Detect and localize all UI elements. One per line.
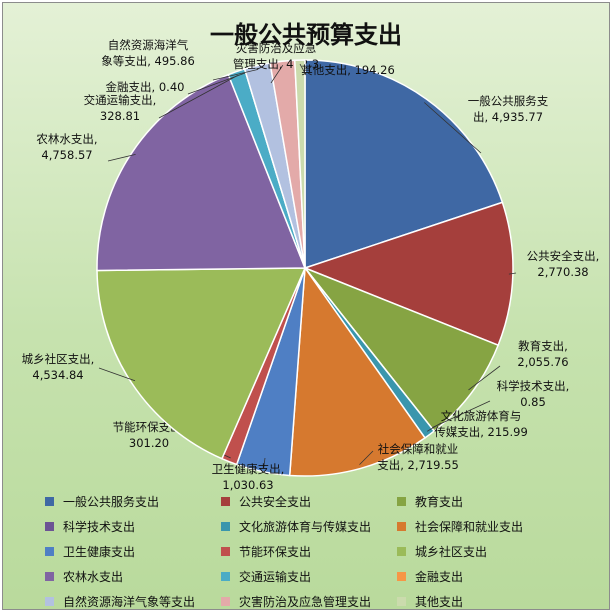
- legend-label: 科学技术支出: [63, 520, 136, 534]
- legend-swatch: [397, 522, 406, 531]
- legend-swatch: [397, 547, 406, 556]
- leader-line: [426, 422, 442, 432]
- leader-line: [508, 272, 517, 275]
- pie-chart: 一般公共服务支出, 4,935.77 公共安全支出, 2,770.38 教育支出, 2,…: [22, 38, 600, 492]
- legend-label: 公共安全支出: [239, 495, 312, 509]
- legend-swatch: [221, 597, 230, 606]
- legend-label: 交通运输支出: [239, 570, 312, 584]
- legend-label: 社会保障和就业支出: [415, 520, 524, 534]
- leader-line: [98, 367, 136, 382]
- legend-label: 其他支出: [415, 595, 464, 609]
- leader-line: [359, 450, 374, 465]
- data-label: 其他支出, 194.26: [301, 63, 395, 77]
- legend-label: 节能环保支出: [239, 545, 312, 559]
- legend-label: 文化旅游体育与传媒支出: [239, 520, 372, 534]
- data-label: 自然资源海洋气象等支出, 495.86: [101, 38, 195, 68]
- legend-item: 一般公共服务支出: [45, 493, 221, 510]
- legend-item: 文化旅游体育与传媒支出: [221, 518, 397, 535]
- legend-item: 节能环保支出: [221, 543, 397, 560]
- legend-item: 城乡社区支出: [397, 543, 597, 560]
- leader-line: [158, 75, 238, 119]
- data-label: 卫生健康支出, 1,030.63: [212, 462, 285, 492]
- legend-item: 金融支出: [397, 568, 597, 585]
- legend-item: 自然资源海洋气象等支出: [45, 593, 221, 610]
- legend-item: 其他支出: [397, 593, 597, 610]
- legend-swatch: [221, 547, 230, 556]
- legend-item: 农林水支出: [45, 568, 221, 585]
- data-label: 科学技术支出, 0.85: [497, 379, 570, 409]
- legend-label: 灾害防治及应急管理支出: [239, 595, 372, 609]
- chart-title: 一般公共预算支出: [210, 21, 402, 49]
- legend-item: 公共安全支出: [221, 493, 397, 510]
- leader-line: [107, 154, 136, 162]
- legend-item: 科学技术支出: [45, 518, 221, 535]
- legend-swatch: [45, 522, 54, 531]
- data-label: 交通运输支出, 328.81: [84, 93, 157, 123]
- data-label: 一般公共服务支出, 4,935.77: [468, 94, 549, 124]
- legend-swatch: [397, 497, 406, 506]
- legend-swatch: [397, 572, 406, 581]
- legend-item: 教育支出: [397, 493, 597, 510]
- legend-item: 卫生健康支出: [45, 543, 221, 560]
- legend-label: 教育支出: [415, 495, 464, 509]
- pie-slice: [302, 266, 500, 433]
- pie-slice: [96, 73, 307, 272]
- legend-swatch: [221, 572, 230, 581]
- leader-line: [270, 64, 284, 84]
- legend-label: 城乡社区支出: [415, 545, 488, 559]
- legend-swatch: [45, 572, 54, 581]
- leader-line: [187, 72, 246, 95]
- pie-slice: [288, 265, 427, 477]
- data-label: 城乡社区支出, 4,534.84: [22, 352, 95, 382]
- pie-slice: [293, 59, 306, 269]
- pie-slice: [302, 201, 514, 347]
- legend-swatch: [397, 597, 406, 606]
- leader-line: [263, 457, 266, 468]
- legend-swatch: [45, 597, 54, 606]
- legend-item: 灾害防治及应急管理支出: [221, 593, 397, 610]
- leader-line: [424, 102, 482, 154]
- data-label: 社会保障和就业支出, 2,719.55: [377, 442, 459, 472]
- leader-line: [468, 365, 501, 391]
- leader-line: [299, 63, 307, 76]
- legend-label: 金融支出: [415, 570, 464, 584]
- legend-swatch: [45, 497, 54, 506]
- data-label: 公共安全支出, 2,770.38: [527, 249, 600, 279]
- data-label: 金融支出, 0.40: [106, 80, 185, 94]
- legend-item: 交通运输支出: [221, 568, 397, 585]
- legend-label: 卫生健康支出: [63, 545, 136, 559]
- legend-label: 自然资源海洋气象等支出: [63, 595, 196, 609]
- data-label: 文化旅游体育与传媒支出, 215.99: [434, 409, 528, 439]
- data-label: 农林水支出, 4,758.57: [36, 132, 97, 162]
- pie-slice: [304, 59, 504, 270]
- leader-line: [212, 69, 259, 81]
- legend-swatch: [221, 522, 230, 531]
- pie-slice: [96, 267, 307, 460]
- legend-label: 一般公共服务支出: [63, 495, 160, 509]
- legend: 一般公共服务支出 公共安全支出 教育支出科学技术支出 文化旅游体育与传媒支出 社会保障和…: [45, 493, 605, 610]
- legend-swatch: [45, 547, 54, 556]
- data-label: 教育支出, 2,055.76: [517, 339, 568, 369]
- legend-label: 农林水支出: [63, 570, 124, 584]
- legend-item: 社会保障和就业支出: [397, 518, 597, 535]
- leader-line: [431, 400, 491, 429]
- legend-swatch: [221, 497, 230, 506]
